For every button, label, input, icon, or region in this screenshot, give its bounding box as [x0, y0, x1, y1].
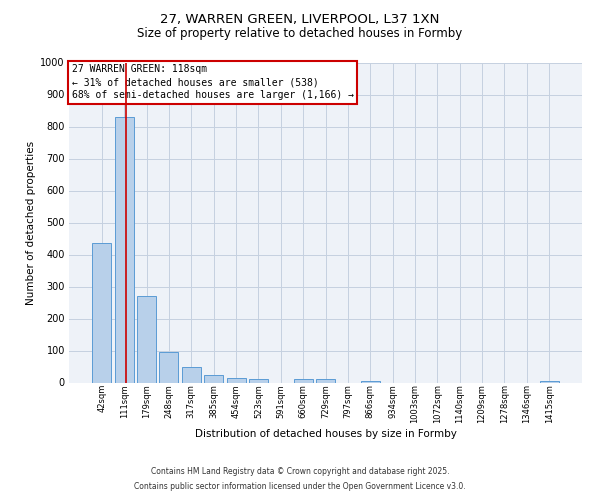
- Text: Contains HM Land Registry data © Crown copyright and database right 2025.: Contains HM Land Registry data © Crown c…: [151, 467, 449, 476]
- X-axis label: Distribution of detached houses by size in Formby: Distribution of detached houses by size …: [194, 428, 457, 438]
- Bar: [204, 374, 223, 382]
- Bar: [361, 381, 380, 382]
- Bar: [293, 380, 313, 382]
- Bar: [115, 117, 134, 382]
- Bar: [316, 380, 335, 382]
- Bar: [92, 244, 112, 382]
- Text: Contains public sector information licensed under the Open Government Licence v3: Contains public sector information licen…: [134, 482, 466, 491]
- Bar: [137, 296, 156, 382]
- Bar: [539, 381, 559, 382]
- Bar: [160, 352, 178, 382]
- Text: Size of property relative to detached houses in Formby: Size of property relative to detached ho…: [137, 28, 463, 40]
- Bar: [249, 380, 268, 382]
- Bar: [182, 366, 201, 382]
- Bar: [227, 378, 245, 382]
- Y-axis label: Number of detached properties: Number of detached properties: [26, 140, 36, 304]
- Text: 27 WARREN GREEN: 118sqm
← 31% of detached houses are smaller (538)
68% of semi-d: 27 WARREN GREEN: 118sqm ← 31% of detache…: [71, 64, 353, 100]
- Text: 27, WARREN GREEN, LIVERPOOL, L37 1XN: 27, WARREN GREEN, LIVERPOOL, L37 1XN: [160, 12, 440, 26]
